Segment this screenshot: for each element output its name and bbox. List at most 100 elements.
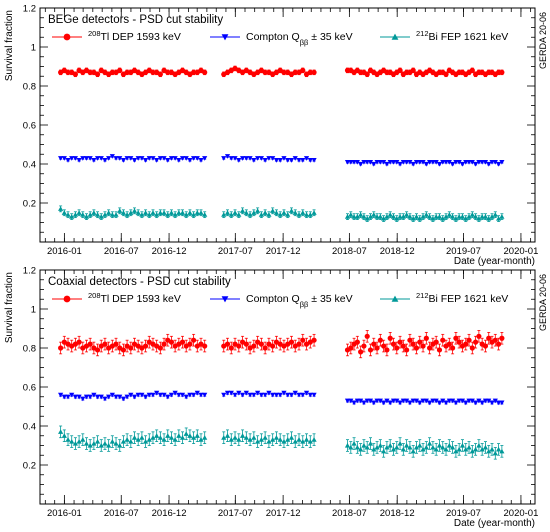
data-point: [446, 398, 452, 404]
data-point: [420, 343, 426, 349]
data-point: [255, 156, 261, 161]
data-point: [381, 448, 387, 454]
data-point: [239, 392, 246, 398]
data-point: [420, 214, 426, 219]
data-point: [423, 212, 429, 217]
data-point: [150, 156, 156, 161]
data-point: [292, 390, 298, 396]
data-point: [430, 398, 436, 404]
data-point: [367, 159, 374, 165]
data-point: [400, 159, 406, 165]
data-point: [466, 214, 472, 219]
data-point: [270, 208, 276, 213]
data-point: [154, 212, 160, 217]
data-point: [179, 339, 186, 345]
data-point: [367, 347, 374, 353]
data-point: [135, 156, 141, 161]
data-point: [72, 156, 79, 161]
data-point: [440, 398, 446, 404]
legend-label: 208Tl DEP 1593 keV: [88, 291, 181, 306]
legend-label: 212Bi FEP 1621 keV: [416, 29, 508, 44]
y-tick-label: 0.8: [23, 82, 36, 93]
data-point: [172, 212, 178, 217]
data-point: [404, 347, 410, 353]
data-point: [202, 212, 208, 217]
series: [58, 425, 505, 460]
data-point: [61, 433, 67, 438]
data-point: [285, 392, 291, 398]
data-point: [139, 392, 145, 398]
data-point: [371, 212, 377, 217]
data-point: [202, 69, 208, 75]
data-point: [371, 161, 377, 167]
data-point: [98, 442, 104, 448]
data-point: [381, 216, 387, 221]
data-point: [499, 159, 505, 165]
data-point: [387, 400, 393, 406]
data-point: [390, 214, 397, 219]
data-point: [479, 446, 485, 452]
y-tick-label: 0.4: [23, 160, 36, 171]
data-point: [183, 212, 189, 217]
data-point: [407, 400, 413, 406]
data-point: [198, 210, 204, 215]
data-point: [469, 448, 475, 454]
data-point: [247, 156, 253, 161]
data-point: [400, 343, 406, 349]
x-tick-label: 2019-07: [446, 508, 481, 519]
data-point: [247, 212, 253, 217]
data-point: [311, 210, 317, 215]
data-point: [440, 444, 446, 450]
data-point: [65, 437, 71, 442]
data-point: [239, 156, 246, 161]
data-point: [146, 212, 152, 217]
data-point: [443, 214, 449, 219]
data-point: [358, 446, 364, 452]
data-point: [427, 345, 433, 351]
data-point: [202, 343, 208, 349]
data-point: [391, 33, 399, 40]
data-point: [371, 341, 377, 347]
data-point: [390, 398, 397, 404]
legend-label: Compton Qββ ± 35 keV: [246, 31, 353, 47]
data-point: [495, 400, 502, 406]
data-point: [486, 161, 492, 167]
series: [58, 154, 505, 167]
data-point: [311, 158, 317, 163]
data-point: [479, 214, 485, 219]
data-point: [165, 433, 171, 438]
data-point: [394, 444, 400, 450]
x-tick-label: 2016-07: [104, 508, 139, 519]
data-point: [361, 214, 367, 219]
data-point: [224, 210, 231, 215]
x-tick-label: 2016-07: [104, 246, 139, 257]
data-point: [83, 394, 90, 400]
data-point: [440, 216, 446, 221]
data-point: [394, 159, 400, 165]
data-point: [221, 156, 227, 161]
data-point: [285, 212, 291, 217]
data-point: [266, 439, 272, 444]
data-point: [142, 439, 149, 444]
data-point: [232, 392, 238, 398]
data-point: [58, 206, 64, 211]
data-point: [232, 435, 238, 440]
data-point: [499, 335, 505, 341]
legend-entry: 208Tl DEP 1593 keV: [52, 291, 181, 306]
data-point: [489, 159, 495, 165]
data-point: [288, 435, 295, 440]
data-point: [430, 216, 436, 221]
series: [58, 390, 505, 406]
data-point: [109, 392, 115, 398]
x-tick-label: 2016-01: [47, 508, 82, 519]
data-point: [224, 433, 231, 438]
data-point: [91, 158, 97, 163]
data-point: [194, 210, 200, 215]
data-point: [472, 400, 479, 406]
data-point: [410, 161, 416, 167]
data-point: [479, 400, 485, 406]
data-point: [172, 156, 178, 161]
data-point: [76, 394, 82, 400]
data-point: [433, 398, 439, 404]
data-point: [311, 69, 317, 75]
